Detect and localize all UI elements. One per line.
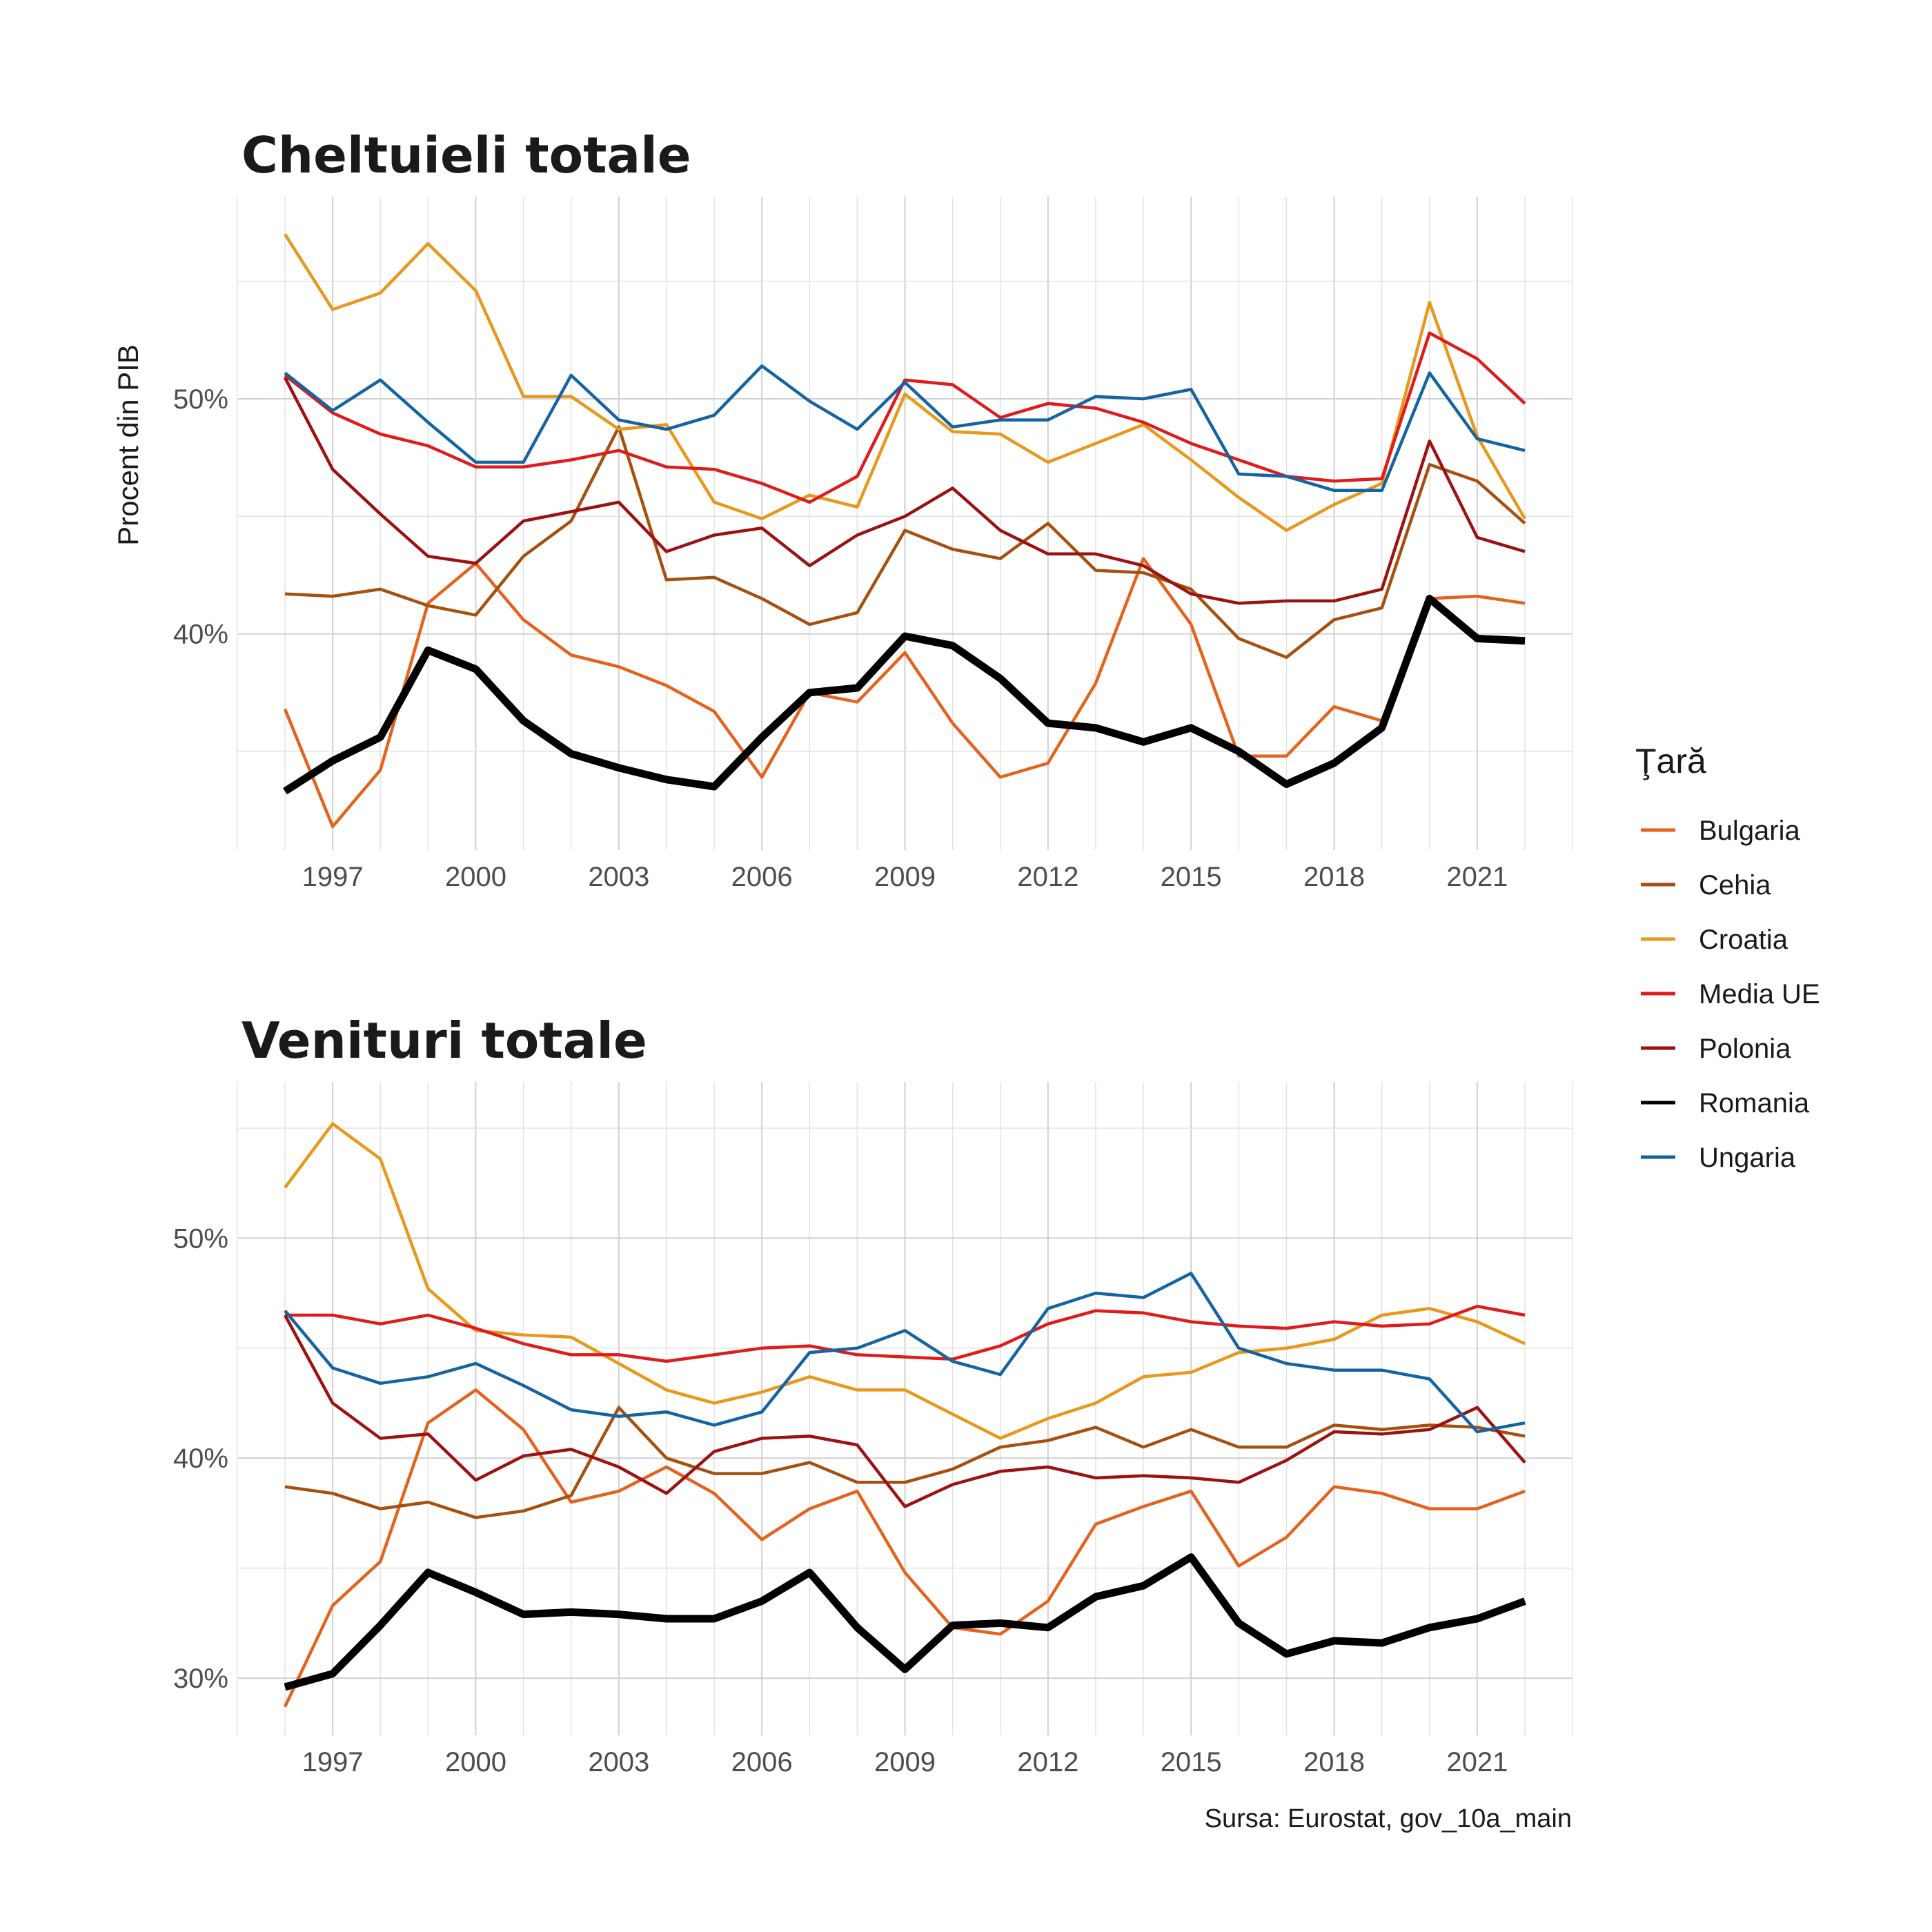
legend-item-polonia: Polonia <box>1641 1034 1791 1064</box>
series-line-ungaria <box>284 1272 1526 1434</box>
series-lines <box>283 233 1526 829</box>
x-tick-label: 2009 <box>874 1747 936 1777</box>
panel-title: Venituri totale <box>241 1012 647 1070</box>
series-line-polonia <box>284 377 1526 605</box>
x-tick-label: 2003 <box>588 1747 649 1777</box>
legend-label: Croatia <box>1699 925 1788 955</box>
series-line-cehia <box>284 425 1526 659</box>
source-caption: Sursa: Eurostat, gov_10a_main <box>1205 1804 1572 1833</box>
legend-label: Bulgaria <box>1699 816 1801 846</box>
panel-venituri-totale: Venituri totale 30% 40% 50% 1997 2000 2003 2006… <box>173 1012 1573 1777</box>
legend-label: Romania <box>1699 1088 1810 1118</box>
gridlines <box>237 197 1573 850</box>
legend-label: Media UE <box>1699 979 1820 1009</box>
x-tick-label: 2021 <box>1446 1747 1508 1777</box>
legend-label: Cehia <box>1699 870 1771 900</box>
legend-item-croatia: Croatia <box>1641 925 1788 955</box>
x-tick-label: 2021 <box>1446 862 1508 892</box>
legend-item-romania: Romania <box>1641 1088 1810 1118</box>
legend-item-ungaria: Ungaria <box>1641 1143 1796 1173</box>
series-line-media-ue <box>285 1304 1526 1363</box>
legend: Ţară Bulgaria Cehia Croatia Media UE Polonia… <box>1635 742 1820 1173</box>
x-tick-label: 2006 <box>731 1747 793 1777</box>
series-lines <box>283 1122 1526 1708</box>
chart-panels: Cheltuieli totale 40% 50% 1997 2000 2003 2006 2… <box>112 126 1573 1777</box>
y-tick-label: 50% <box>173 384 228 415</box>
x-tick-label: 2003 <box>588 862 649 892</box>
series-line-croatia <box>284 233 1526 532</box>
legend-title: Ţară <box>1635 742 1706 780</box>
series-line-romania <box>283 595 1526 795</box>
legend-items: Bulgaria Cehia Croatia Media UE Polonia Roman… <box>1641 816 1820 1173</box>
x-tick-label: 2000 <box>445 862 506 892</box>
x-tick-label: 2015 <box>1161 862 1222 892</box>
gridlines <box>237 1082 1573 1735</box>
series-line-romania <box>284 1553 1526 1691</box>
x-tick-label: 2018 <box>1303 1747 1365 1777</box>
x-tick-label: 2012 <box>1017 862 1078 892</box>
series-line-polonia <box>284 1314 1526 1508</box>
x-tick-label: 2012 <box>1017 1747 1078 1777</box>
series-line-ungaria <box>284 364 1526 493</box>
series-line-media-ue <box>284 331 1526 504</box>
series-line-bulgaria <box>283 1388 1526 1708</box>
x-tick-label: 1997 <box>302 862 364 892</box>
x-tick-label: 2009 <box>874 862 936 892</box>
y-axis-label: Procent din PIB <box>112 344 144 546</box>
legend-label: Polonia <box>1699 1034 1791 1064</box>
legend-item-media-ue: Media UE <box>1641 979 1820 1009</box>
y-tick-label: 40% <box>173 1443 228 1474</box>
x-tick-label: 2000 <box>445 1747 506 1777</box>
x-tick-label: 2006 <box>731 862 793 892</box>
legend-item-cehia: Cehia <box>1641 870 1771 900</box>
panel-title: Cheltuieli totale <box>241 126 691 184</box>
series-line-bulgaria <box>283 557 1526 829</box>
panel-cheltuieli-totale: Cheltuieli totale 40% 50% 1997 2000 2003 2006 2… <box>112 126 1573 892</box>
y-tick-label: 50% <box>173 1223 228 1254</box>
x-tick-label: 2015 <box>1161 1747 1222 1777</box>
x-tick-label: 2018 <box>1303 862 1365 892</box>
y-tick-label: 30% <box>173 1664 228 1694</box>
legend-item-bulgaria: Bulgaria <box>1641 816 1801 846</box>
y-tick-label: 40% <box>173 620 228 650</box>
series-line-cehia <box>284 1406 1526 1519</box>
x-tick-label: 1997 <box>302 1747 364 1777</box>
legend-label: Ungaria <box>1699 1143 1796 1173</box>
